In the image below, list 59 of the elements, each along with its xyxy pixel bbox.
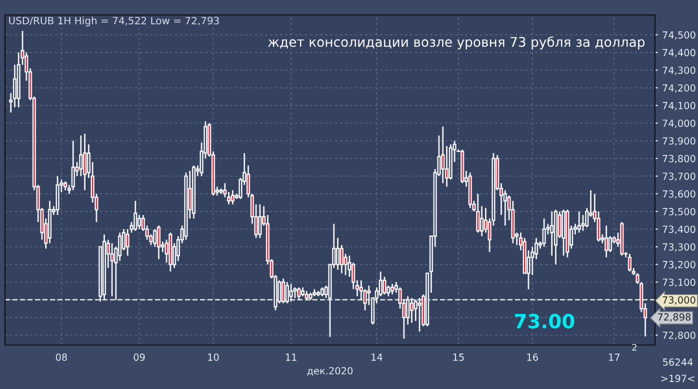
candlestick (608, 235, 612, 253)
y-tick-label: 73,700 (662, 172, 696, 181)
candlestick (230, 190, 234, 206)
annotation: 2 (632, 344, 636, 351)
x-tick-label: 17 (609, 354, 620, 361)
candlestick (542, 218, 546, 248)
candlestick (441, 126, 445, 184)
candlestick (581, 214, 585, 232)
y-tick-label: 74,500 (662, 31, 696, 40)
x-tick-label: 14 (372, 354, 382, 361)
y-tick-label: 72,800 (662, 332, 696, 340)
y-tick-label: 74,200 (662, 84, 696, 93)
candlestick (382, 276, 386, 296)
x-tick-label: 09 (134, 354, 145, 361)
annotation: 73.00 (514, 314, 574, 329)
candlestick (79, 134, 83, 177)
candlestick (550, 210, 554, 256)
x-axis-title: дек.2020 (307, 367, 353, 376)
y-tick-label: 73,000 (662, 296, 696, 305)
text: ждет консолидации возле уровня 73 рубля за доллар (268, 36, 645, 50)
y-tick-label: 73,500 (662, 208, 696, 216)
candlestick (110, 242, 114, 297)
y-tick-label: 73,100 (662, 278, 696, 287)
text: 72,898 (658, 313, 691, 322)
candlestick (126, 228, 130, 256)
candlestick (153, 228, 157, 248)
y-tick-label: 73,600 (662, 190, 696, 199)
y-tick-label: 73,900 (662, 137, 696, 146)
candlestick (156, 224, 161, 260)
candlestick (577, 210, 581, 234)
x-tick-label: 11 (286, 354, 296, 361)
y-tick-label: 73,300 (662, 243, 696, 252)
candlestick (628, 253, 632, 272)
candlestick (137, 214, 142, 230)
text: 56244 (663, 358, 693, 366)
candlestick (476, 193, 480, 234)
candlestick (340, 244, 344, 274)
candlestick (480, 205, 484, 237)
candlestick (390, 283, 394, 296)
y-tick-label: 74,400 (662, 48, 696, 58)
y-tick-label: 73,200 (662, 260, 696, 270)
y-tick-label: 74,300 (662, 66, 696, 75)
candlestick (83, 133, 87, 191)
candlestick (258, 204, 262, 239)
y-tick-label: 73,800 (662, 154, 696, 164)
candlestick (134, 200, 138, 232)
y-tick-label: 74,000 (662, 120, 696, 128)
candlestick (278, 280, 282, 304)
y-tick-label: 73,400 (662, 226, 696, 234)
candlestick (336, 237, 340, 270)
text: >197< (661, 374, 694, 382)
candlestick (71, 140, 75, 191)
x-tick-label: 15 (453, 354, 464, 361)
candlestick (604, 224, 608, 258)
y-tick-label: 74,100 (662, 102, 696, 110)
chart-title: USD/RUB 1H High = 74,522 Low = 72,793 (9, 16, 219, 26)
x-tick-label: 10 (208, 354, 219, 361)
x-tick-label: 08 (56, 354, 67, 361)
x-tick-label: 16 (527, 354, 538, 361)
